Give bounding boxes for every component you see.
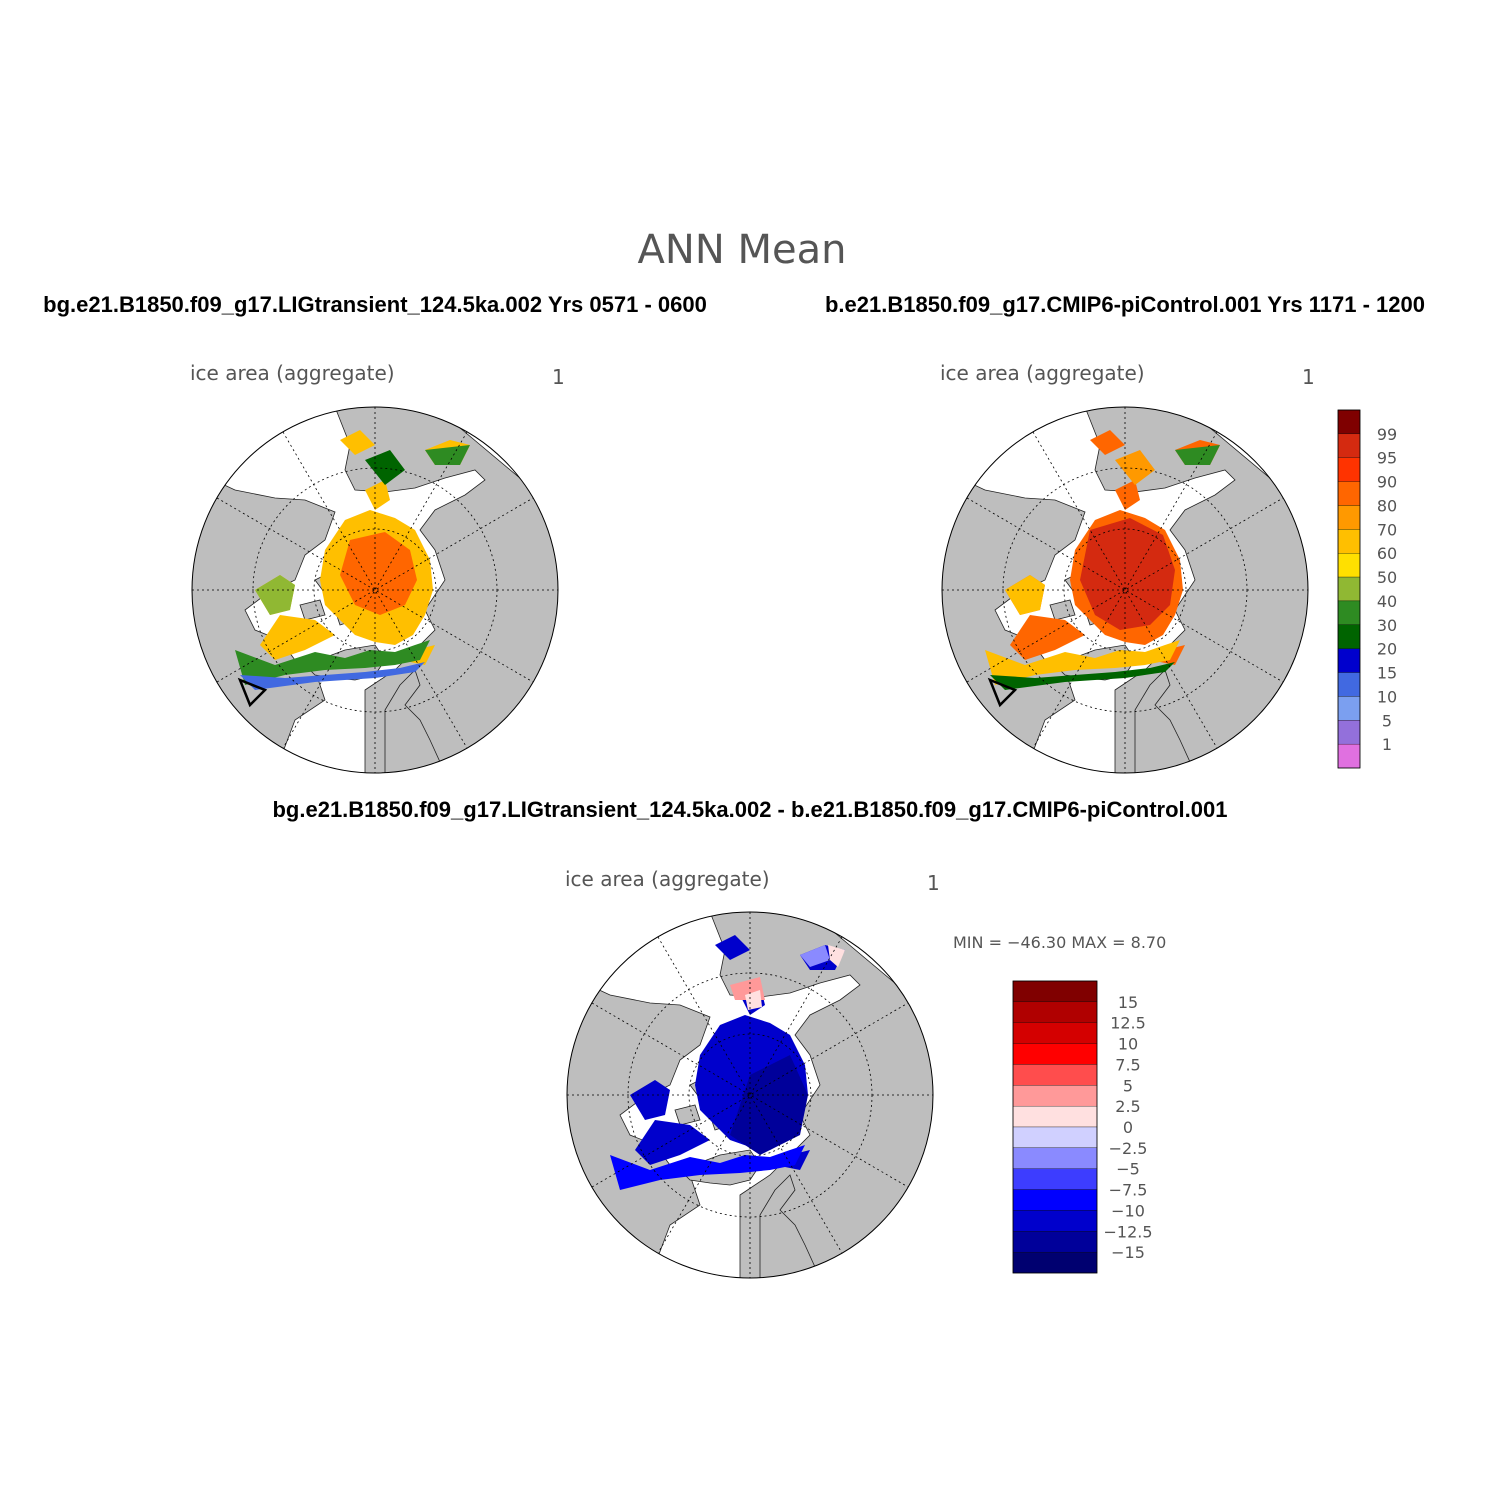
colorbar-absolute-swatch [1337, 743, 1361, 769]
colorbar-difference-swatch [1012, 1105, 1098, 1128]
panel-difference-heading: bg.e21.B1850.f09_g17.LIGtransient_124.5k… [272, 797, 1227, 822]
panel-top-right-units: 1 [1302, 365, 1315, 389]
colorbar-absolute-label: 95 [1377, 449, 1397, 468]
colorbar-difference-label: −2.5 [1109, 1139, 1148, 1158]
sea-ice-field [235, 430, 470, 708]
min-max-label: MIN = −46.30 MAX = 8.70 [953, 933, 1166, 952]
panel-top-left-heading: bg.e21.B1850.f09_g17.LIGtransient_124.5k… [43, 292, 707, 317]
panel-top-right-variable: ice area (aggregate) [940, 361, 1145, 385]
colorbar-absolute-swatch [1337, 529, 1361, 554]
colorbar-absolute-swatch [1337, 457, 1361, 482]
colorbar-absolute-swatch [1337, 696, 1361, 721]
panel-top-right: ice area (aggregate) 1 [940, 361, 1315, 774]
colorbar-difference-frame [1012, 980, 1098, 1274]
colorbar-absolute-label: 1 [1382, 735, 1392, 754]
colorbar-difference-label: 5 [1123, 1076, 1133, 1095]
colorbar-absolute-swatch [1337, 648, 1361, 673]
colorbar-difference-label: 15 [1118, 993, 1138, 1012]
colorbar-difference-swatch [1012, 1189, 1098, 1211]
colorbar-absolute-swatch [1337, 624, 1361, 649]
colorbar-absolute-label: 5 [1382, 711, 1392, 730]
colorbar-absolute-swatch [1337, 433, 1361, 458]
main-title: ANN Mean [638, 227, 847, 273]
colorbar-difference-label: 2.5 [1115, 1097, 1140, 1116]
colorbar-difference-label: −15 [1111, 1243, 1145, 1262]
colorbar-difference-swatch [1012, 1126, 1098, 1149]
colorbar-difference-label: −5 [1116, 1160, 1140, 1179]
map-difference [567, 912, 933, 1278]
colorbar-difference-swatch [1012, 1085, 1098, 1107]
colorbar-difference-swatch [1012, 1251, 1098, 1274]
panel-top-left-units: 1 [552, 365, 565, 389]
colorbar-difference-swatch [1012, 1210, 1098, 1232]
colorbar-absolute-swatch [1337, 576, 1361, 602]
colorbar-absolute-swatch [1337, 600, 1361, 625]
colorbar-difference-swatch [1012, 1001, 1098, 1023]
colorbar-absolute-label: 70 [1377, 520, 1397, 539]
colorbar-absolute-swatch [1337, 672, 1361, 697]
colorbar-difference-swatch [1012, 1043, 1098, 1065]
colorbar-absolute-label: 50 [1377, 568, 1397, 587]
colorbar-difference-label: 10 [1118, 1035, 1138, 1054]
panel-difference-variable: ice area (aggregate) [565, 867, 770, 891]
colorbar-difference-label: −10 [1111, 1201, 1145, 1220]
colorbar-difference-label: −12.5 [1103, 1222, 1152, 1241]
colorbar-difference-swatch [1012, 1022, 1098, 1044]
colorbar-difference-label: 7.5 [1115, 1055, 1140, 1074]
panel-difference-units: 1 [927, 871, 940, 895]
panel-difference: ice area (aggregate) 1 MIN = −46.30 MAX … [565, 867, 1166, 1279]
colorbar-absolute-label: 20 [1377, 640, 1397, 659]
panel-top-right-heading: b.e21.B1850.f09_g17.CMIP6-piControl.001 … [825, 292, 1425, 317]
colorbar-absolute-label: 15 [1377, 664, 1397, 683]
panel-top-left-variable: ice area (aggregate) [190, 361, 395, 385]
colorbar-difference-swatch [1012, 980, 1098, 1003]
colorbar-absolute-swatch [1337, 481, 1361, 506]
colorbar-difference-swatch [1012, 1147, 1098, 1169]
colorbar-absolute-swatch [1337, 409, 1361, 435]
colorbar-difference-swatch [1012, 1231, 1098, 1253]
colorbar-absolute-label: 80 [1377, 496, 1397, 515]
colorbar-absolute-label: 60 [1377, 544, 1397, 563]
map-top-right [942, 407, 1308, 773]
colorbar-absolute-label: 30 [1377, 616, 1397, 635]
colorbar-absolute-label: 10 [1377, 687, 1397, 706]
colorbar-difference-label: 12.5 [1110, 1014, 1146, 1033]
colorbar-absolute-label: 90 [1377, 473, 1397, 492]
panel-top-left: ice area (aggregate) 1 [190, 361, 565, 774]
colorbar-difference-label: 0 [1123, 1118, 1133, 1137]
colorbar-absolute: 99 95 90 80 70 60 50 40 30 20 15 10 5 1 [1337, 409, 1397, 769]
colorbar-difference-swatch [1012, 1168, 1098, 1190]
colorbar-difference-label: −7.5 [1109, 1181, 1148, 1200]
colorbar-absolute-swatch [1337, 553, 1361, 578]
colorbar-absolute-label: 99 [1377, 425, 1397, 444]
colorbar-absolute-frame [1337, 409, 1361, 769]
colorbar-absolute-swatch [1337, 505, 1361, 530]
colorbar-absolute-label: 40 [1377, 592, 1397, 611]
colorbar-difference-swatch [1012, 1064, 1098, 1086]
colorbar-absolute-swatch [1337, 720, 1361, 745]
map-top-left [192, 407, 558, 773]
colorbar-difference: 15 12.5 107.5 5 2.5 0 −2.5 −5 −7.5−10 −12.5 −15 [1012, 980, 1153, 1274]
